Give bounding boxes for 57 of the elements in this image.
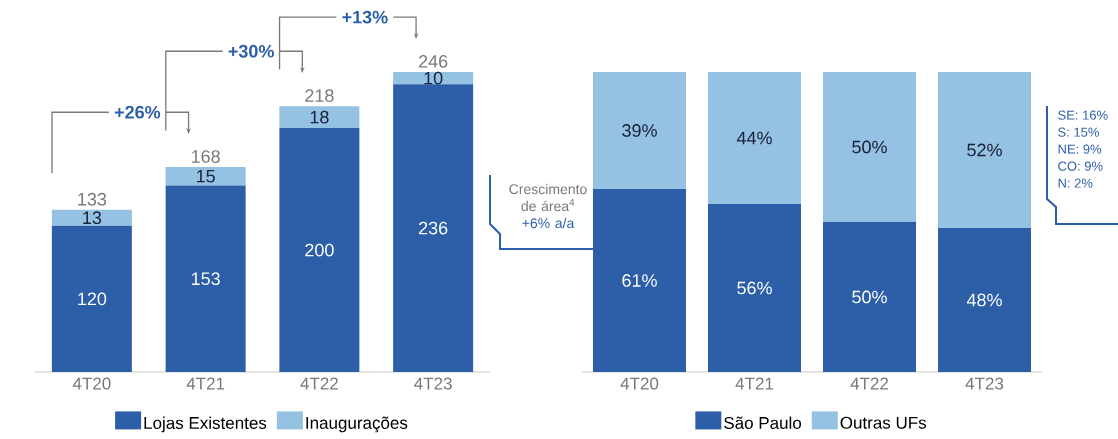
text: NE: 9% (1058, 144, 1102, 154)
bar (593, 72, 687, 189)
x-tick-label: 4T21 (186, 377, 225, 390)
total-label: 246 (419, 55, 448, 68)
data-label: 61% (622, 274, 657, 287)
text: +13% (342, 10, 388, 24)
text: S: 15% (1058, 127, 1099, 137)
x-tick-label: 4T23 (414, 377, 452, 390)
text: CO: 9% (1058, 161, 1103, 171)
x-tick-label: 4T21 (735, 377, 774, 390)
bar (51, 209, 132, 226)
annotation: +26% (114, 105, 161, 119)
text: N: 2% (1058, 178, 1093, 188)
bar (708, 72, 802, 204)
data-label: 39% (622, 124, 657, 137)
bar (393, 72, 474, 85)
text: +6% a/a (522, 217, 575, 229)
data-label: 13 (83, 211, 102, 225)
data-label: 48% (966, 293, 1002, 307)
x-tick-label: 4T22 (850, 377, 889, 390)
x-tick-label: 4T23 (965, 377, 1004, 390)
bar (938, 228, 1032, 372)
data-label: 44% (736, 131, 772, 145)
data-label: 18 (310, 110, 329, 124)
bar (393, 84, 474, 372)
x-tick-label: 4T22 (300, 377, 338, 390)
bar (165, 185, 246, 372)
data-label: 56% (737, 281, 772, 295)
annotation: Crescimento de área$^{4}$ (509, 183, 587, 212)
bar (165, 167, 246, 186)
bar (823, 72, 917, 222)
legend-label: São Paulo (724, 416, 802, 429)
total-label: 218 (305, 89, 334, 102)
bar (938, 72, 1032, 228)
bar (51, 225, 132, 372)
legend-label: Lojas Existentes (144, 416, 267, 433)
data-label: 52% (967, 143, 1002, 157)
bar (823, 222, 917, 372)
text: SE: 16% (1058, 110, 1108, 120)
bar (708, 204, 802, 372)
data-label: 10 (424, 71, 443, 85)
text: +30% (228, 44, 274, 58)
legend-label: Inaugurações (306, 416, 408, 433)
data-label: 236 (419, 221, 448, 235)
x-tick-label: 4T20 (620, 377, 659, 390)
data-label: 120 (78, 292, 107, 306)
x-tick-label: 4T20 (72, 377, 111, 390)
data-label: 50% (852, 290, 887, 304)
bar (279, 128, 360, 372)
data-label: 153 (191, 272, 220, 286)
data-label: 200 (305, 243, 334, 257)
legend-label: Outras UFs (840, 416, 927, 429)
data-label: 50% (852, 140, 887, 154)
total-label: 168 (191, 150, 220, 163)
total-label: 133 (78, 192, 107, 206)
data-label: 15 (196, 169, 215, 183)
bar (279, 106, 360, 129)
